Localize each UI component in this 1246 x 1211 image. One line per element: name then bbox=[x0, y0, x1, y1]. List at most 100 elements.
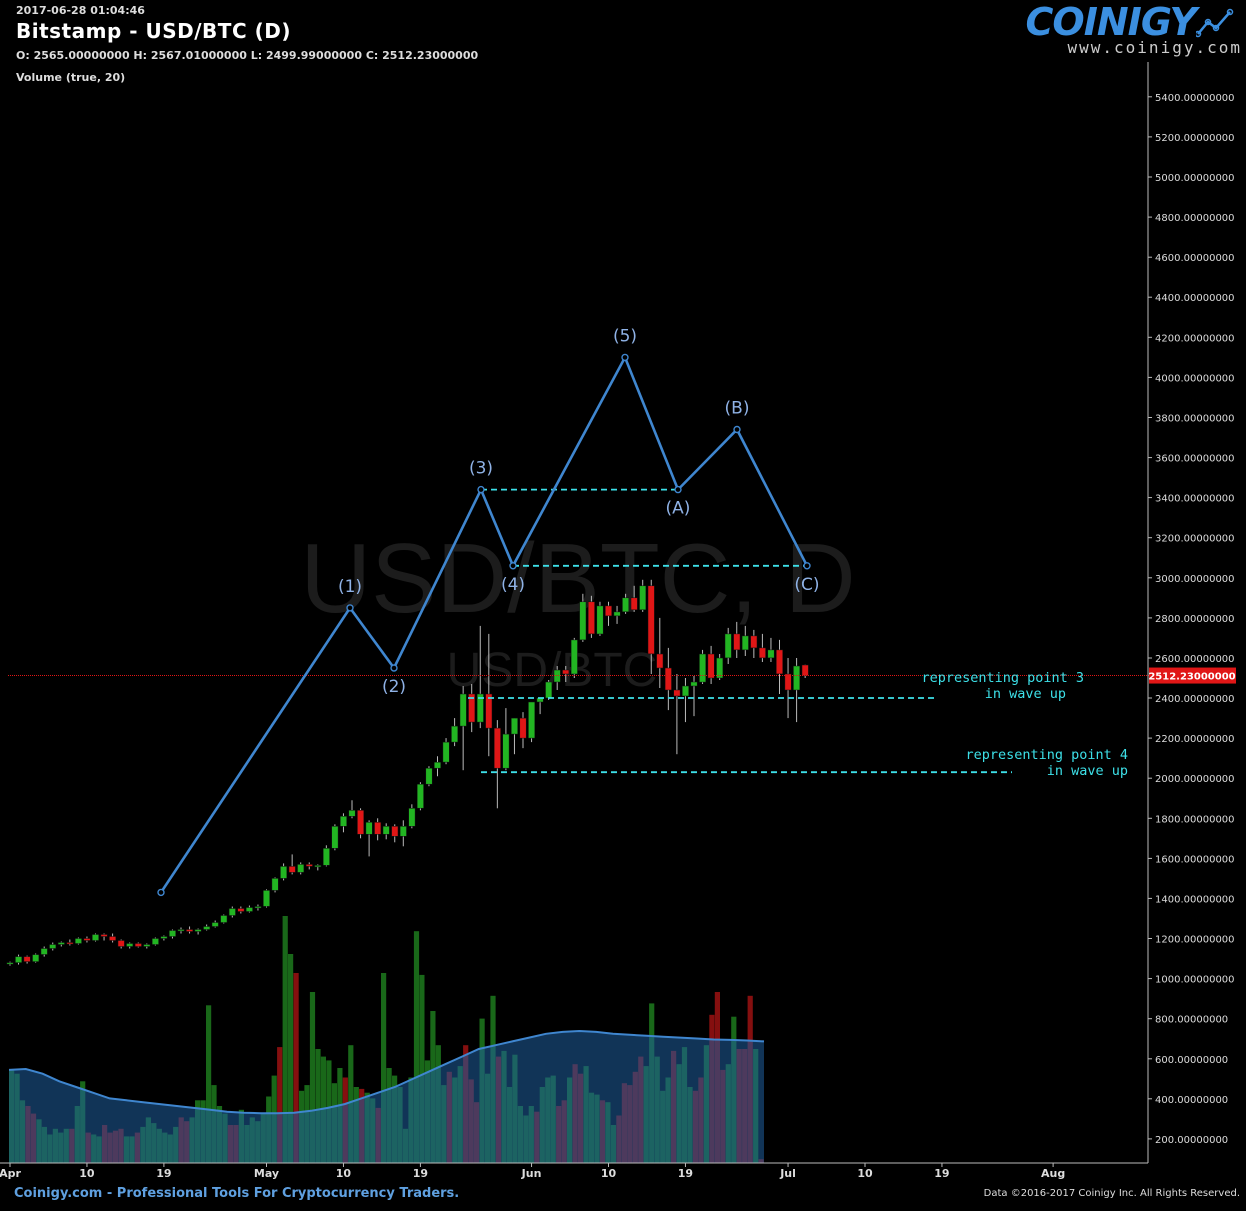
wave-label: (B) bbox=[725, 399, 750, 419]
candle-body bbox=[724, 633, 732, 659]
watermark-large: USD/BTC, D bbox=[300, 523, 855, 633]
x-tick-label: 19 bbox=[678, 1167, 693, 1180]
candle-body bbox=[143, 944, 151, 947]
elliott-wave[interactable]: (1) (2) (3) (4) (5) (A) (B) (C) bbox=[157, 326, 820, 897]
candle-body bbox=[476, 693, 484, 723]
annotation-line-1: representing point 3 bbox=[921, 670, 1084, 686]
candle-body bbox=[263, 890, 270, 907]
volume-bar bbox=[315, 1049, 321, 1163]
y-tick-label: 3600.00000000 bbox=[1155, 454, 1235, 465]
volume-ma-line bbox=[8, 1029, 765, 1115]
y-tick-label: 1200.00000000 bbox=[1155, 935, 1235, 946]
wave-point bbox=[733, 425, 741, 434]
y-tick-label: 3400.00000000 bbox=[1155, 494, 1235, 505]
candle-body bbox=[451, 725, 459, 743]
footer-tagline[interactable]: Coinigy.com - Professional Tools For Cry… bbox=[14, 1186, 460, 1201]
annotation-line-2: in wave up bbox=[985, 686, 1066, 702]
candle-body bbox=[425, 767, 433, 785]
volume-ma-area bbox=[9, 1031, 764, 1163]
candle-body bbox=[570, 639, 578, 675]
y-tick-label: 2200.00000000 bbox=[1155, 734, 1235, 745]
logo-text: COINIGY bbox=[1025, 0, 1197, 44]
volume-bar bbox=[282, 916, 288, 1163]
candle-body bbox=[767, 649, 775, 659]
wave-label: (3) bbox=[469, 459, 493, 479]
candle-body bbox=[587, 601, 595, 635]
candle-body bbox=[408, 808, 416, 827]
candle-body bbox=[758, 647, 766, 659]
x-tick-label: Jul bbox=[779, 1167, 796, 1180]
candle-body bbox=[74, 938, 82, 944]
candle-body bbox=[639, 585, 647, 611]
candle-body bbox=[801, 664, 809, 676]
candle-body bbox=[109, 936, 117, 941]
candle-body bbox=[57, 942, 65, 945]
candle-body bbox=[160, 936, 168, 939]
candle-body bbox=[374, 822, 382, 835]
wave-point bbox=[390, 664, 398, 672]
wave-point bbox=[477, 485, 485, 494]
candle-body bbox=[100, 934, 108, 937]
y-tick-label: 600.00000000 bbox=[1155, 1055, 1228, 1066]
y-tick-label: 400.00000000 bbox=[1155, 1095, 1228, 1106]
chart-title: Bitstamp - USD/BTC (D) bbox=[16, 19, 291, 43]
x-tick-label: Apr bbox=[0, 1167, 21, 1180]
candle-body bbox=[186, 929, 194, 932]
candle-body bbox=[237, 908, 245, 912]
candle-body bbox=[194, 929, 202, 932]
candle-body bbox=[126, 943, 134, 947]
wave-point bbox=[674, 485, 682, 494]
candle-body bbox=[40, 948, 48, 955]
wave-point bbox=[803, 562, 811, 570]
current-price-label: 2512.23000000 bbox=[1148, 672, 1235, 683]
volume-bar bbox=[293, 973, 299, 1163]
candle-body bbox=[245, 907, 253, 912]
candle-body bbox=[23, 956, 31, 962]
wave-point bbox=[346, 604, 354, 612]
candle-body bbox=[348, 810, 356, 817]
candle-body bbox=[707, 653, 715, 679]
candle-body bbox=[468, 693, 476, 723]
y-tick-label: 2400.00000000 bbox=[1155, 694, 1235, 705]
candle-body bbox=[682, 685, 689, 697]
candle-body bbox=[741, 635, 749, 651]
candle-body bbox=[485, 693, 493, 729]
annotations: representing point 3in wave uprepresenti… bbox=[921, 670, 1128, 779]
watermark: USD/BTC, D USD/BTC bbox=[300, 523, 855, 697]
y-tick-label: 5200.00000000 bbox=[1155, 133, 1235, 144]
candle-body bbox=[434, 761, 441, 769]
candle-body bbox=[357, 810, 365, 835]
ohlc-readout: O: 2565.00000000 H: 2567.01000000 L: 249… bbox=[16, 49, 479, 62]
candle-body bbox=[228, 908, 236, 916]
candle-body bbox=[562, 669, 570, 675]
candles bbox=[6, 579, 809, 966]
candle-body bbox=[15, 956, 23, 963]
candle-body bbox=[442, 741, 450, 763]
candle-body bbox=[459, 693, 467, 727]
candle-body bbox=[656, 653, 664, 669]
y-tick-label: 800.00000000 bbox=[1155, 1015, 1228, 1026]
x-tick-label: 10 bbox=[857, 1167, 873, 1180]
y-tick-label: 3000.00000000 bbox=[1155, 574, 1235, 585]
current-price-line: 2512.23000000 bbox=[8, 667, 1236, 684]
coinigy-logo[interactable]: COINIGY www.coinigy.com bbox=[1026, 0, 1242, 57]
logo-url: www.coinigy.com bbox=[1067, 38, 1242, 57]
candle-body bbox=[579, 601, 587, 641]
candle-body bbox=[502, 733, 510, 769]
candle-body bbox=[793, 665, 801, 691]
volume-bar bbox=[309, 992, 316, 1163]
candle-body bbox=[716, 657, 724, 679]
candle-body bbox=[305, 864, 313, 867]
candle-body bbox=[596, 605, 604, 635]
volume-bar bbox=[206, 1005, 212, 1163]
candle-body bbox=[66, 942, 74, 945]
wave-label: (1) bbox=[338, 577, 362, 597]
volume-bar bbox=[413, 931, 420, 1163]
wave-point bbox=[509, 562, 517, 570]
candle-body bbox=[776, 649, 783, 675]
wave-label: (4) bbox=[501, 575, 525, 595]
volume-bar bbox=[288, 954, 294, 1163]
x-tick-label: May bbox=[254, 1167, 279, 1180]
candle-body bbox=[613, 611, 621, 617]
